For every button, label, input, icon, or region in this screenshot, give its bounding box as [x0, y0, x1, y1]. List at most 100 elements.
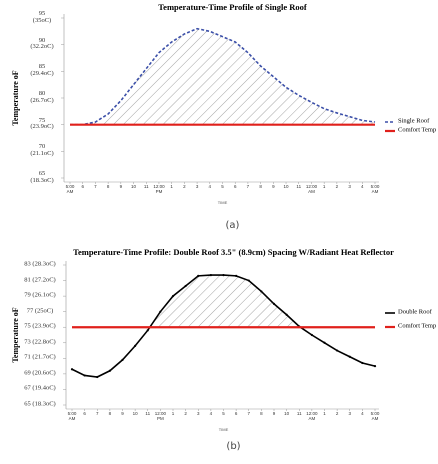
- y-axis-title: Temperature oF: [10, 307, 20, 363]
- x-tick-label: 12:00 AM: [305, 184, 318, 194]
- x-tick-label: 7: [247, 411, 251, 416]
- x-axis-title: TIME: [218, 427, 229, 432]
- point: [336, 349, 339, 352]
- point: [197, 274, 200, 277]
- x-tick-label: 4: [208, 184, 212, 189]
- x-tick-label: 8: [106, 184, 110, 189]
- x-tick-label: 12:00 AM: [306, 411, 318, 421]
- caption: (b): [226, 441, 241, 452]
- caption: (a): [225, 220, 240, 231]
- x-tick-label: 11: [296, 411, 302, 416]
- x-tick-label: 9: [272, 411, 276, 416]
- x-tick-label: 8: [108, 411, 112, 416]
- point: [272, 302, 276, 305]
- point: [260, 290, 263, 293]
- chart-title: Temperature-Time Profile: Double Roof 3.…: [73, 247, 394, 257]
- point: [121, 358, 124, 361]
- x-tick-label: 8: [260, 411, 263, 416]
- y-tick-label: 85 (29.4oC): [30, 63, 54, 78]
- x-tick-label: 12:00 PM: [153, 184, 165, 194]
- x-tick-label: 10: [283, 184, 289, 189]
- x-tick-label: 5:00 AM: [370, 411, 380, 421]
- x-tick-label: 5: [222, 411, 225, 416]
- y-tick-label: 67 (19.4oC): [24, 385, 56, 393]
- point: [235, 274, 238, 277]
- x-tick-label: 6: [234, 411, 238, 416]
- point: [323, 341, 326, 344]
- y-tick-label: 80 (26.7oC): [30, 90, 54, 104]
- y-tick-label: 81 (27.2oC): [24, 276, 56, 284]
- y-tick-label: 83 (28.3oC): [24, 260, 56, 268]
- chart-title: Temperature-Time Profile of Single Roof: [158, 2, 307, 12]
- x-tick-label: 12:00 PM: [154, 411, 167, 421]
- x-tick-label: 2: [184, 411, 187, 416]
- hatch-area: [70, 28, 375, 125]
- x-tick-label: 5:00 AM: [65, 184, 75, 194]
- x-tick-label: 1: [170, 184, 173, 189]
- y-tick-label: 75 (23.9oC): [24, 322, 56, 330]
- x-tick-label: 6: [233, 184, 237, 189]
- x-tick-label: 7: [246, 184, 250, 189]
- legend-label: Double Roof: [398, 308, 432, 316]
- point: [361, 361, 364, 365]
- x-tick-label: 9: [121, 411, 124, 416]
- point: [222, 274, 225, 277]
- x-tick-label: 1: [171, 411, 175, 416]
- point: [108, 369, 111, 372]
- x-tick-label: 10: [131, 184, 137, 189]
- x-tick-label: 1: [323, 411, 326, 416]
- point: [134, 344, 137, 347]
- x-tick-label: 11: [143, 184, 149, 189]
- y-tick-label: 70 (21.1oC): [30, 143, 54, 158]
- y-tick-label: 77 (25oC): [26, 307, 54, 315]
- x-tick-label: 5: [221, 184, 224, 189]
- point: [96, 375, 99, 379]
- x-tick-label: 2: [335, 411, 339, 416]
- y-tick-label: 73 (22.8oC): [24, 338, 56, 346]
- y-tick-label: 95 (35oC): [32, 10, 52, 24]
- x-tick-label: 9: [272, 184, 275, 189]
- x-tick-label: 6: [83, 411, 86, 416]
- x-tick-label: 10: [284, 411, 290, 416]
- legend-label: Comfort Temp: [398, 322, 437, 330]
- x-tick-label: 3: [348, 411, 352, 416]
- x-tick-label: 8: [259, 184, 262, 189]
- point: [70, 368, 74, 371]
- y-tick-label: 69 (20.6oC): [24, 369, 56, 377]
- x-tick-label: 3: [196, 411, 200, 416]
- x-tick-label: 4: [209, 411, 213, 416]
- x-tick-label: 2: [183, 184, 186, 189]
- x-tick-label: 1: [322, 184, 326, 189]
- line-series: [70, 27, 376, 126]
- point: [247, 279, 250, 282]
- point: [310, 333, 313, 337]
- y-tick-label: 90 (32.2oC): [30, 36, 54, 51]
- point: [348, 355, 351, 358]
- x-tick-label: 9: [119, 184, 123, 189]
- x-tick-label: 3: [195, 184, 199, 189]
- y-tick-label: 75 (23.9oC): [30, 116, 54, 131]
- point: [146, 329, 149, 332]
- x-tick-label: 2: [335, 184, 339, 189]
- x-tick-label: 7: [94, 184, 97, 189]
- x-tick-label: 5:00 AM: [370, 184, 380, 194]
- x-tick-label: 4: [361, 184, 364, 189]
- x-tick-label: 3: [348, 184, 351, 189]
- x-tick-label: 10: [132, 411, 138, 416]
- legend-label: Comfort Temp: [398, 126, 437, 134]
- x-tick-label: 4: [361, 411, 364, 416]
- y-tick-label: 65 (18.3oC): [24, 400, 56, 408]
- point: [171, 295, 175, 298]
- hatch-area: [149, 275, 301, 328]
- y-tick-label: 65 (18.3oC): [30, 170, 54, 184]
- x-axis-title: TIME: [217, 200, 228, 205]
- x-tick-label: 6: [81, 184, 84, 189]
- y-tick-label: 71 (21.7oC): [24, 353, 56, 361]
- x-tick-label: 7: [95, 411, 99, 416]
- point: [209, 274, 212, 277]
- x-tick-label: 5:00 AM: [67, 411, 77, 421]
- y-axis-title: Temperature oF: [10, 70, 20, 126]
- legend-label: Single Roof: [398, 117, 430, 125]
